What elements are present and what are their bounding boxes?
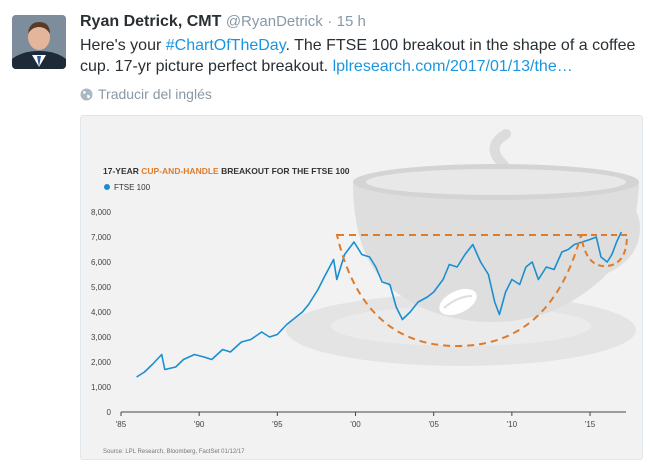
y-tick-label: 6,000 — [91, 258, 112, 267]
coffee-cup-illustration — [286, 129, 641, 366]
chart-title-suffix: BREAKOUT FOR THE FTSE 100 — [219, 166, 350, 176]
y-tick-label: 3,000 — [91, 333, 112, 342]
y-axis: 0 1,000 2,000 3,000 4,000 5,000 6,000 7,000 8,00… — [91, 208, 112, 417]
x-tick-label: '95 — [272, 420, 283, 429]
x-tick-label: '10 — [507, 420, 518, 429]
x-tick-label: '90 — [194, 420, 205, 429]
avatar-photo — [12, 15, 66, 69]
tweet-timestamp[interactable]: 15 h — [336, 13, 366, 30]
globe-icon — [80, 88, 93, 100]
x-tick-label: '15 — [585, 420, 596, 429]
legend-label: FTSE 100 — [114, 183, 151, 192]
x-axis: '85 '90 '95 '00 '05 '10 '15 — [116, 412, 596, 429]
tweet-header: Ryan Detrick, CMT @RyanDetrick · 15 h — [80, 13, 366, 31]
x-tick-label: '85 — [116, 420, 127, 429]
translate-tweet-link[interactable]: Traducir del inglés — [80, 86, 212, 102]
author-name[interactable]: Ryan Detrick, CMT — [80, 13, 222, 30]
tweet-text-middle: . The FTSE 100 breakout in the shape of … — [80, 37, 636, 75]
chart-image[interactable]: 17-YEAR CUP-AND-HANDLE BREAKOUT FOR THE … — [80, 115, 643, 460]
separator-dot: · — [327, 13, 333, 30]
cup-handle-outline — [335, 234, 629, 348]
author-handle[interactable]: @RyanDetrick — [225, 13, 323, 30]
legend-marker — [104, 184, 110, 190]
y-tick-label: 4,000 — [91, 308, 112, 317]
y-tick-label: 8,000 — [91, 208, 112, 217]
x-tick-label: '00 — [350, 420, 361, 429]
translate-label: Traducir del inglés — [98, 86, 212, 102]
avatar[interactable] — [12, 15, 66, 69]
article-link[interactable]: lplresearch.com/2017/01/13/the… — [332, 58, 573, 75]
y-tick-label: 7,000 — [91, 233, 112, 242]
chart-title-prefix: 17-YEAR — [103, 166, 141, 176]
y-tick-label: 0 — [107, 408, 112, 417]
source-note: Source: LPL Research, Bloomberg, FactSet… — [103, 449, 245, 455]
ftse-chart: 17-YEAR CUP-AND-HANDLE BREAKOUT FOR THE … — [91, 129, 641, 455]
y-tick-label: 2,000 — [91, 358, 112, 367]
tweet-text-start: Here's your — [80, 37, 166, 54]
chart-title-highlight: CUP-AND-HANDLE — [141, 166, 219, 176]
ftse-series-line — [136, 231, 623, 378]
y-tick-label: 5,000 — [91, 283, 112, 292]
hashtag-link[interactable]: #ChartOfTheDay — [165, 37, 286, 54]
x-tick-label: '05 — [428, 420, 439, 429]
y-tick-label: 1,000 — [91, 383, 112, 392]
tweet-text: Here's your #ChartOfTheDay. The FTSE 100… — [80, 35, 640, 77]
chart-title: 17-YEAR CUP-AND-HANDLE BREAKOUT FOR THE … — [103, 166, 350, 176]
